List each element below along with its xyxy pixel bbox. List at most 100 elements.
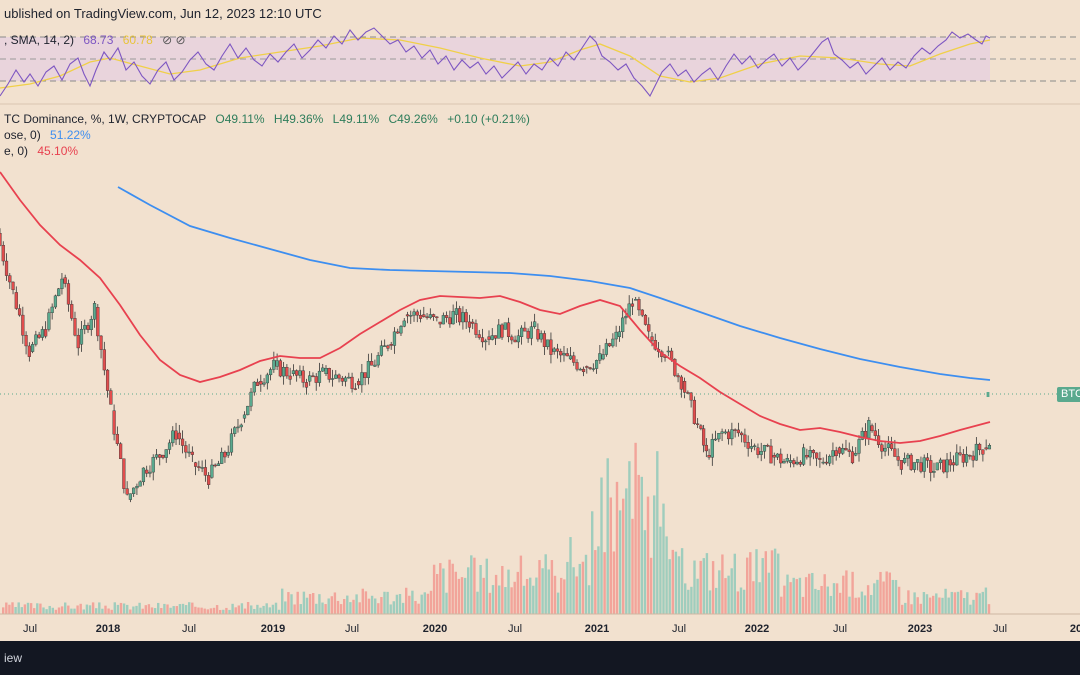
candle-down[interactable]	[122, 458, 126, 489]
candle-down[interactable]	[948, 459, 952, 466]
candle-down[interactable]	[435, 316, 439, 319]
candle-down[interactable]	[811, 450, 815, 454]
candle-down[interactable]	[772, 455, 776, 458]
candle-down[interactable]	[197, 466, 201, 468]
candle-up[interactable]	[562, 353, 566, 356]
candle-up[interactable]	[775, 453, 780, 458]
candle-down[interactable]	[834, 450, 838, 457]
candle-up[interactable]	[568, 355, 573, 360]
candle-down[interactable]	[925, 457, 930, 461]
footer-brand[interactable]: iew	[4, 651, 23, 665]
candle-down[interactable]	[792, 460, 796, 465]
candle-down[interactable]	[696, 423, 700, 425]
candle-up[interactable]	[883, 447, 887, 452]
candle-down[interactable]	[86, 325, 90, 330]
candle-down[interactable]	[288, 375, 292, 380]
candle-up[interactable]	[578, 368, 582, 371]
candle-up[interactable]	[627, 303, 631, 317]
candle-down[interactable]	[458, 308, 462, 323]
candle-up[interactable]	[801, 447, 806, 465]
candle-down[interactable]	[115, 433, 119, 444]
candle-down[interactable]	[899, 460, 903, 470]
candle-up[interactable]	[291, 370, 295, 375]
candle-down[interactable]	[278, 360, 282, 377]
candle-down[interactable]	[311, 375, 315, 377]
candle-down[interactable]	[223, 451, 227, 458]
candle-up[interactable]	[383, 345, 387, 347]
candle-up[interactable]	[233, 427, 237, 434]
candle-up[interactable]	[720, 431, 724, 434]
candle-up[interactable]	[795, 461, 799, 465]
candle-down[interactable]	[467, 321, 472, 328]
candle-down[interactable]	[474, 323, 478, 335]
candle-down[interactable]	[702, 428, 706, 446]
candle-up[interactable]	[229, 433, 234, 453]
candle-up[interactable]	[614, 331, 618, 340]
candle-up[interactable]	[246, 405, 250, 416]
candle-down[interactable]	[357, 381, 361, 386]
candle-up[interactable]	[717, 433, 721, 440]
candle-down[interactable]	[929, 460, 933, 473]
candle-up[interactable]	[379, 345, 384, 356]
candle-up[interactable]	[171, 430, 175, 444]
candle-up[interactable]	[164, 449, 168, 458]
candle-down[interactable]	[203, 467, 207, 476]
candle-down[interactable]	[978, 443, 982, 451]
candle-down[interactable]	[608, 343, 612, 347]
candle-down[interactable]	[425, 316, 429, 318]
candle-up[interactable]	[275, 360, 279, 367]
candle-down[interactable]	[213, 464, 217, 467]
candle-down[interactable]	[844, 448, 848, 451]
candle-down[interactable]	[174, 430, 178, 440]
candle-down[interactable]	[76, 334, 80, 349]
candle-up[interactable]	[857, 439, 861, 454]
candle-up[interactable]	[533, 321, 537, 327]
candle-down[interactable]	[285, 366, 289, 377]
candle-down[interactable]	[673, 358, 677, 376]
candle-down[interactable]	[984, 447, 988, 450]
candle-up[interactable]	[490, 335, 494, 340]
candle-down[interactable]	[588, 367, 592, 369]
candle-down[interactable]	[500, 324, 504, 338]
candle-down[interactable]	[445, 315, 449, 318]
candle-down[interactable]	[585, 366, 589, 368]
candle-up[interactable]	[451, 311, 455, 325]
candle-up[interactable]	[366, 361, 370, 378]
candle-down[interactable]	[21, 314, 25, 336]
candles[interactable]	[0, 228, 992, 503]
candle-down[interactable]	[951, 462, 956, 466]
candle-down[interactable]	[193, 462, 198, 467]
candle-up[interactable]	[932, 470, 936, 473]
candle-down[interactable]	[438, 321, 442, 325]
candle-up[interactable]	[148, 471, 152, 474]
candle-up[interactable]	[808, 450, 812, 458]
candle-up[interactable]	[402, 320, 406, 327]
candle-up[interactable]	[317, 370, 322, 383]
candle-down[interactable]	[637, 299, 641, 311]
candle-down[interactable]	[418, 314, 423, 319]
candle-down[interactable]	[815, 452, 819, 459]
candle-up[interactable]	[53, 295, 58, 308]
candle-down[interactable]	[704, 444, 708, 452]
candle-up[interactable]	[200, 467, 204, 469]
candle-down[interactable]	[565, 353, 569, 357]
candle-up[interactable]	[373, 364, 377, 367]
candle-down[interactable]	[971, 455, 975, 461]
candle-down[interactable]	[125, 488, 129, 495]
candle-down[interactable]	[415, 311, 419, 316]
candle-down[interactable]	[575, 362, 579, 370]
candle-down[interactable]	[676, 375, 680, 378]
candle-up[interactable]	[854, 453, 858, 456]
candle-up[interactable]	[886, 443, 890, 448]
candle-up[interactable]	[730, 429, 734, 440]
candle-down[interactable]	[389, 344, 393, 346]
candle-down[interactable]	[112, 410, 116, 435]
candle-up[interactable]	[964, 454, 969, 463]
candle-up[interactable]	[308, 375, 312, 382]
candle-down[interactable]	[180, 438, 185, 446]
candle-down[interactable]	[572, 355, 576, 363]
candle-down[interactable]	[105, 369, 110, 391]
candle-down[interactable]	[255, 381, 260, 386]
candle-down[interactable]	[304, 382, 309, 388]
candle-down[interactable]	[727, 431, 731, 440]
